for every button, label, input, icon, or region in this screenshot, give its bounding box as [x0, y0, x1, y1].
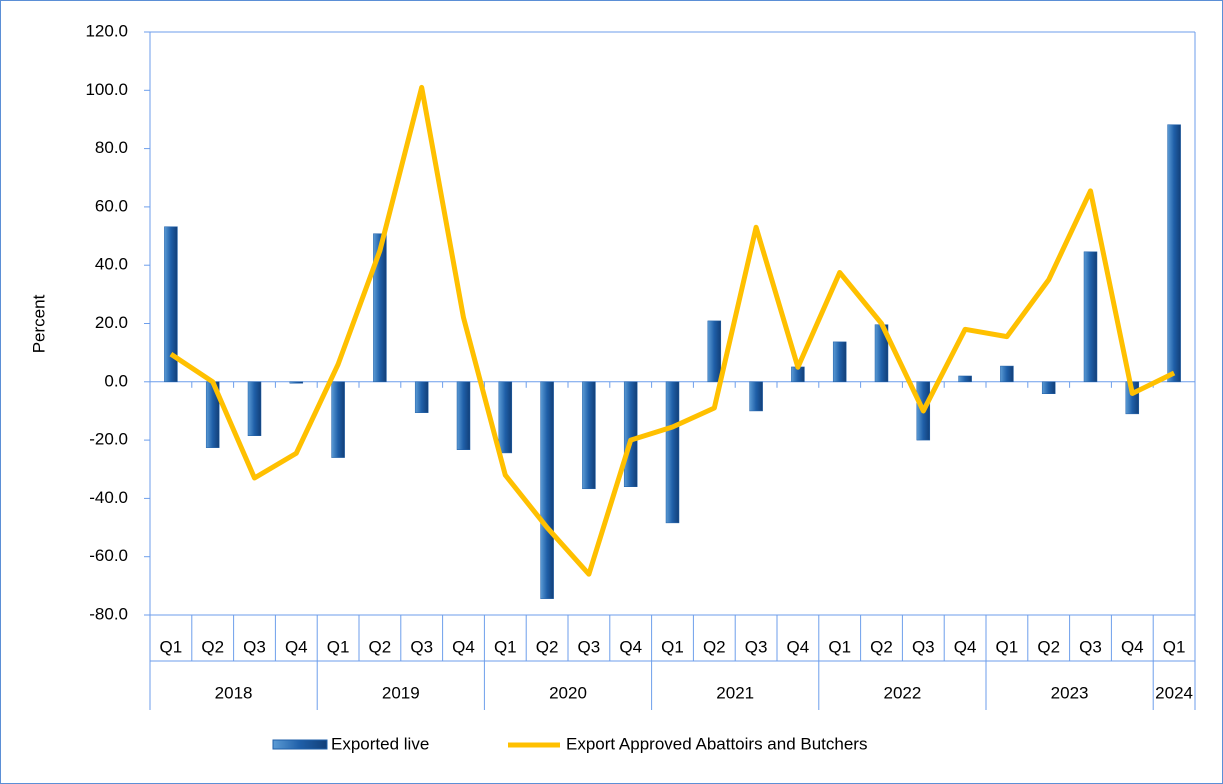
x-tick-label: Q1	[160, 637, 183, 656]
bar	[414, 381, 429, 413]
bar	[1167, 124, 1181, 383]
x-tick-label: Q2	[536, 637, 559, 656]
bar	[1083, 251, 1098, 383]
bar	[1000, 365, 1014, 383]
x-tick-label: Q3	[745, 637, 768, 656]
bar	[958, 375, 972, 383]
x-group-label: 2018	[215, 683, 253, 702]
bar	[582, 381, 596, 490]
bar	[373, 233, 387, 383]
x-tick-label: Q1	[996, 637, 1019, 656]
x-tick-label: Q1	[1163, 637, 1186, 656]
x-tick-label: Q2	[870, 637, 893, 656]
bar	[456, 381, 471, 450]
x-tick-label: Q3	[578, 637, 601, 656]
y-tick-label: 20.0	[95, 313, 128, 332]
x-tick-label: Q3	[410, 637, 433, 656]
bar	[540, 381, 554, 599]
x-tick-label: Q3	[912, 637, 935, 656]
y-tick-label: 80.0	[95, 138, 128, 157]
bar	[707, 320, 722, 383]
x-tick-label: Q2	[1037, 637, 1060, 656]
x-group-label: 2022	[883, 683, 921, 702]
bar	[331, 381, 345, 458]
x-tick-label: Q4	[285, 637, 308, 656]
bar	[623, 381, 638, 487]
x-group-label: 2020	[549, 683, 587, 702]
x-tick-label: Q3	[1079, 637, 1102, 656]
y-tick-label: -60.0	[89, 546, 128, 565]
x-group-label: 2019	[382, 683, 420, 702]
legend-label: Exported live	[331, 734, 429, 753]
legend-swatch	[272, 739, 328, 750]
y-tick-label: 100.0	[85, 80, 128, 99]
y-tick-label: 40.0	[95, 255, 128, 274]
y-tick-label: 120.0	[85, 21, 128, 40]
bar	[832, 341, 847, 383]
bar	[749, 381, 763, 412]
x-tick-label: Q1	[661, 637, 684, 656]
x-tick-label: Q1	[327, 637, 350, 656]
y-tick-label: 0.0	[104, 371, 128, 390]
x-group-label: 2021	[716, 683, 754, 702]
x-tick-label: Q2	[201, 637, 224, 656]
bar	[164, 226, 178, 383]
x-tick-label: Q1	[494, 637, 517, 656]
y-tick-label: -40.0	[89, 488, 128, 507]
x-group-label: 2023	[1051, 683, 1089, 702]
y-tick-label: 60.0	[95, 196, 128, 215]
x-tick-label: Q3	[243, 637, 266, 656]
y-tick-label: -20.0	[89, 430, 128, 449]
bar	[247, 381, 262, 436]
bar	[1041, 381, 1056, 395]
x-group-label: 2024	[1155, 683, 1193, 702]
bar	[289, 381, 304, 384]
x-tick-label: Q2	[369, 637, 392, 656]
legend-label: Export Approved Abattoirs and Butchers	[566, 734, 867, 753]
y-axis-label: Percent	[29, 294, 48, 353]
bar	[665, 381, 680, 524]
x-tick-label: Q4	[954, 637, 977, 656]
x-tick-label: Q4	[1121, 637, 1144, 656]
x-tick-label: Q4	[619, 637, 642, 656]
line	[169, 84, 1176, 577]
x-tick-label: Q1	[828, 637, 851, 656]
x-tick-label: Q4	[787, 637, 810, 656]
x-tick-label: Q4	[452, 637, 475, 656]
bar	[498, 381, 513, 454]
x-tick-label: Q2	[703, 637, 726, 656]
y-tick-label: -80.0	[89, 604, 128, 623]
